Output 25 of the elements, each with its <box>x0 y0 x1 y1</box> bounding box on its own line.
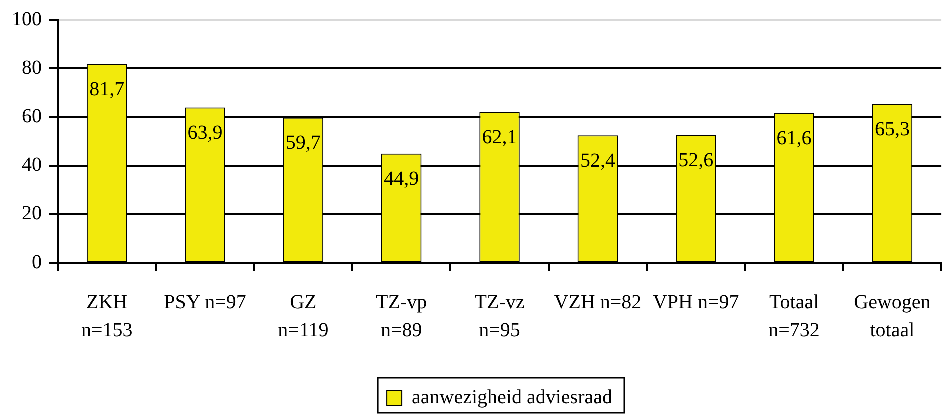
y-tick-label: 40 <box>22 154 42 176</box>
y-tick-label: 100 <box>12 8 42 30</box>
x-tick-label: PSY n=97 <box>164 291 246 314</box>
data-label: 62,1 <box>482 126 518 148</box>
x-tick-label: Gewogen totaal <box>854 291 931 342</box>
y-tick-label: 0 <box>32 251 42 274</box>
data-label: 81,7 <box>90 78 125 101</box>
x-tick-label: ZKH n=153 <box>81 291 133 342</box>
x-tick-label: GZ n=119 <box>278 291 329 342</box>
data-label: 52,6 <box>678 149 714 172</box>
x-tick-label: TZ-vp n=89 <box>376 291 428 342</box>
x-tick-label: TZ-vz n=95 <box>474 291 525 342</box>
data-label: 61,6 <box>776 128 812 150</box>
x-tick-label: Totaal n=732 <box>768 291 820 342</box>
y-tick-label: 80 <box>22 56 42 79</box>
data-label: 59,7 <box>286 132 321 154</box>
data-label: 63,9 <box>188 122 223 144</box>
data-label: 44,9 <box>384 168 420 190</box>
data-label: 52,4 <box>580 150 616 172</box>
x-tick-label: VZH n=82 <box>554 291 642 314</box>
legend-label: aanwezigheid adviesraad <box>412 386 612 408</box>
y-tick-label: 60 <box>22 105 42 128</box>
x-tick-label: VPH n=97 <box>652 291 740 314</box>
y-tick-label: 20 <box>22 202 42 225</box>
data-label: 65,3 <box>874 118 910 141</box>
